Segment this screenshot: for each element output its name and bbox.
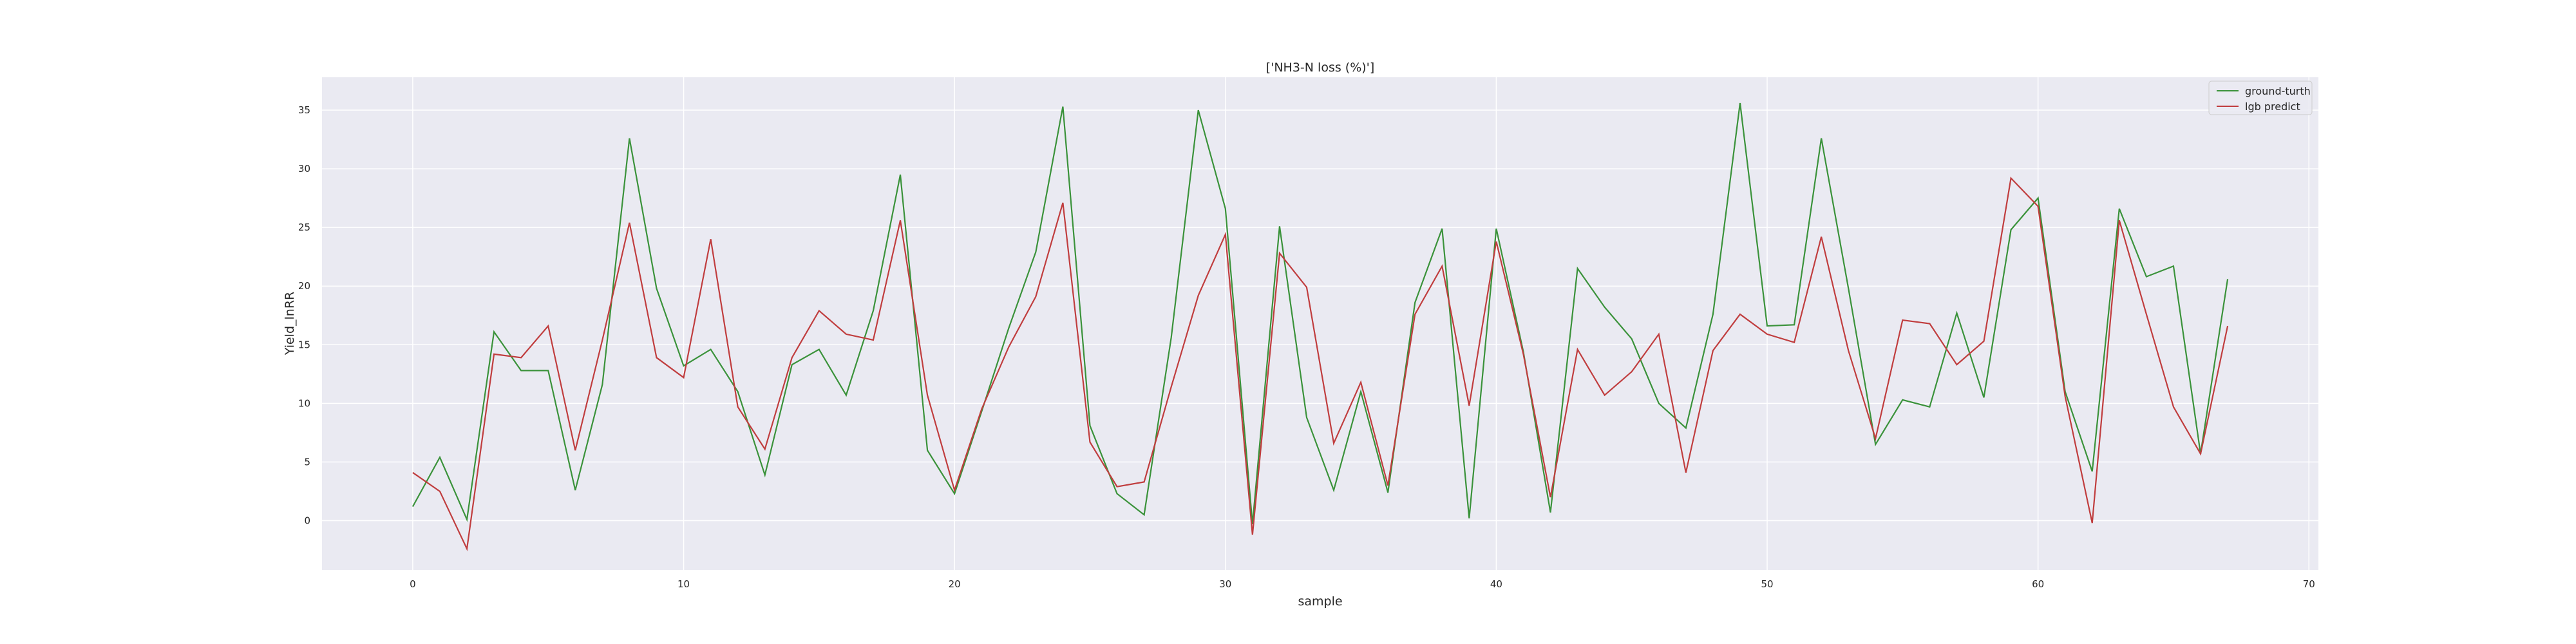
y-tick-label: 30 xyxy=(298,163,310,175)
legend: ground-turth lgb predict xyxy=(2208,80,2313,115)
plot-area xyxy=(322,77,2318,570)
x-tick-label: 70 xyxy=(2303,578,2315,590)
x-tick-label: 0 xyxy=(410,578,416,590)
legend-label-ground-turth: ground-turth xyxy=(2245,85,2311,97)
chart-title: ['NH3-N loss (%)'] xyxy=(1266,61,1375,75)
series-line-ground-turth xyxy=(412,102,2229,525)
y-tick-label: 10 xyxy=(298,397,310,409)
x-tick-label: 60 xyxy=(2032,578,2044,590)
y-tick-label: 15 xyxy=(298,339,310,350)
y-tick-label: 25 xyxy=(298,222,310,233)
x-tick-label: 10 xyxy=(677,578,690,590)
y-tick-label: 20 xyxy=(298,280,310,292)
y-tick-label: 5 xyxy=(304,456,310,468)
y-tick-label: 0 xyxy=(304,515,310,527)
series-lines xyxy=(412,102,2229,552)
legend-label-lgb-predict: lgb predict xyxy=(2245,100,2300,113)
series-line-lgb-predict xyxy=(412,176,2229,552)
x-tick-label: 30 xyxy=(1219,578,1231,590)
x-tick-label: 50 xyxy=(1761,578,1773,590)
y-axis-title: Yield_lnRR xyxy=(283,292,297,355)
x-tick-label: 40 xyxy=(1490,578,1502,590)
x-tick-label: 20 xyxy=(949,578,961,590)
axis-ticks: 0 5 10 15 20 25 30 35 0 10 20 30 40 50 60 70 xyxy=(298,104,2315,590)
y-tick-label: 35 xyxy=(298,104,310,116)
x-axis-title: sample xyxy=(1298,594,1342,609)
